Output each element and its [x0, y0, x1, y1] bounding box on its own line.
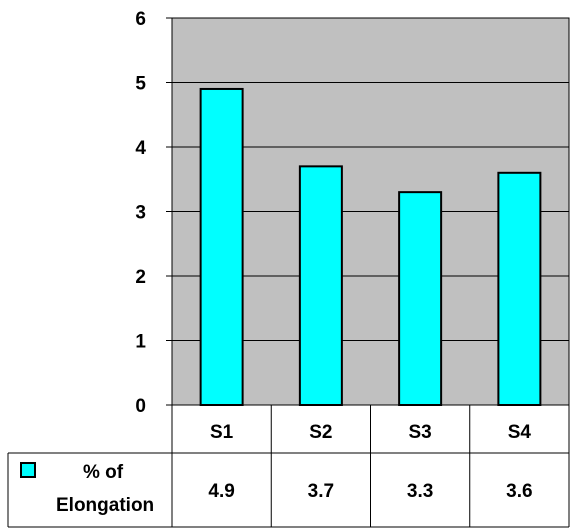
table-value-cell: 4.9 [208, 481, 234, 502]
bar-s2 [298, 165, 343, 406]
y-tick-label: 0 [135, 396, 146, 417]
table-value-cell: 3.6 [506, 481, 532, 502]
bars [199, 87, 542, 406]
y-tick-label: 3 [135, 203, 146, 224]
x-category-label: S3 [409, 422, 432, 443]
y-tick-label: 6 [135, 9, 146, 30]
legend-series-label: % of Elongation [56, 462, 154, 516]
table-value-cell: 3.3 [407, 481, 433, 502]
x-category-label: S1 [210, 422, 234, 443]
y-tick-label: 1 [135, 332, 146, 353]
data-table: S1 4.9 S2 3.7 S3 3.3 S4 3.6 [7, 404, 570, 528]
legend-swatch-icon [20, 462, 36, 478]
legend: % of Elongation [20, 462, 154, 516]
y-tick-label: 2 [135, 267, 146, 288]
x-category-label: S2 [309, 422, 332, 443]
y-tick-label: 5 [135, 74, 146, 95]
x-category-label: S4 [508, 422, 532, 443]
bar-s4 [497, 171, 542, 406]
y-tick-label: 4 [135, 138, 146, 159]
bar-s3 [398, 191, 443, 406]
y-axis-ticks: 0 1 2 3 4 5 6 [135, 9, 172, 417]
bar-s1 [199, 87, 244, 406]
table-value-cell: 3.7 [308, 481, 334, 502]
